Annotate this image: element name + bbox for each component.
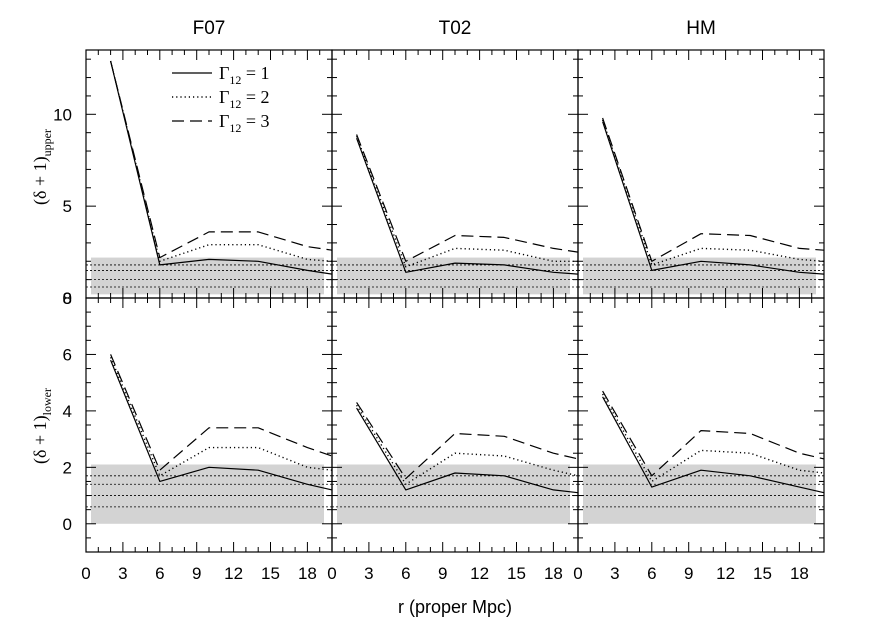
x-tick-label-hm-lower-0: 0 — [573, 564, 582, 583]
series-line-t02-upper-2 — [355, 136, 578, 268]
series-line-hm-lower-3 — [602, 390, 825, 477]
series-line-hm-lower-1 — [602, 396, 825, 494]
y-tick-label-f07-lower-4: 4 — [63, 402, 72, 421]
y-tick-label-f07-lower-0: 0 — [63, 515, 72, 534]
series-line-f07-lower-3 — [110, 354, 333, 471]
x-tick-label-t02-lower-6: 6 — [401, 564, 410, 583]
shaded-band-f07-upper — [91, 257, 324, 295]
series-line-hm-upper-1 — [602, 121, 825, 275]
ylabel-lower-sub: lower — [40, 388, 54, 415]
ylabel-upper-main: (δ + 1) — [30, 156, 51, 205]
y-tick-label-f07-lower-6: 6 — [63, 345, 72, 364]
x-tick-label-hm-lower-6: 6 — [647, 564, 656, 583]
x-tick-label-hm-lower-3: 3 — [610, 564, 619, 583]
series-line-f07-lower-1 — [110, 359, 333, 491]
y-tick-label-f07-upper-0: 0 — [63, 289, 72, 308]
series-line-t02-lower-3 — [356, 402, 579, 480]
y-tick-label-f07-upper-5: 5 — [63, 197, 72, 216]
x-tick-label-t02-lower-12: 12 — [470, 564, 489, 583]
shaded-band-f07-lower — [91, 464, 324, 524]
series-line-f07-lower-2 — [109, 357, 333, 477]
x-tick-label-f07-lower-3: 3 — [118, 564, 127, 583]
series-line-hm-upper-3 — [602, 117, 825, 262]
x-tick-label-t02-lower-3: 3 — [364, 564, 373, 583]
data-lines — [109, 60, 825, 494]
series-line-f07-upper-1 — [110, 60, 333, 275]
x-tick-label-t02-lower-9: 9 — [438, 564, 447, 583]
shaded-band-t02-lower — [337, 464, 570, 524]
shaded-band-hm-upper — [583, 257, 816, 295]
series-line-f07-upper-3 — [110, 60, 333, 259]
y-axis-label-lower: (δ + 1)lower — [30, 388, 54, 464]
y-axis-label-upper: (δ + 1)upper — [30, 129, 54, 205]
x-tick-label-hm-lower-18: 18 — [790, 564, 809, 583]
x-tick-label-f07-lower-9: 9 — [192, 564, 201, 583]
y-tick-label-f07-upper-10: 10 — [53, 105, 72, 124]
series-line-t02-upper-1 — [356, 137, 579, 275]
x-tick-label-f07-lower-15: 15 — [261, 564, 280, 583]
tick-marks — [85, 50, 825, 553]
legend-entry-3: Γ12 = 3 — [219, 111, 270, 135]
x-tick-label-hm-lower-9: 9 — [684, 564, 693, 583]
series-line-t02-lower-1 — [356, 407, 579, 494]
series-line-t02-upper-3 — [356, 134, 579, 262]
shaded-band-hm-lower — [583, 464, 816, 524]
series-line-hm-upper-2 — [601, 119, 825, 266]
y-tick-label-f07-lower-8: 8 — [63, 289, 72, 308]
x-tick-label-f07-lower-6: 6 — [155, 564, 164, 583]
ylabel-upper-sub: upper — [40, 129, 54, 156]
x-tick-label-t02-lower-15: 15 — [507, 564, 526, 583]
x-tick-label-f07-lower-18: 18 — [298, 564, 317, 583]
panel-title-hm: HM — [686, 18, 716, 39]
x-tick-label-t02-lower-18: 18 — [544, 564, 563, 583]
legend-entry-1: Γ12 = 1 — [219, 63, 270, 87]
x-tick-label-hm-lower-12: 12 — [716, 564, 735, 583]
legend-entry-2: Γ12 = 2 — [219, 87, 270, 111]
y-tick-label-f07-lower-2: 2 — [63, 458, 72, 477]
legend: Γ12 = 1 Γ12 = 2 Γ12 = 3 — [172, 63, 270, 135]
panel-title-t02: T02 — [439, 18, 472, 39]
x-axis-label: r (proper Mpc) — [398, 597, 512, 617]
ylabel-lower-main: (δ + 1) — [30, 415, 51, 464]
x-tick-label-hm-lower-15: 15 — [753, 564, 772, 583]
panel-title-f07: F07 — [193, 18, 226, 39]
x-tick-label-t02-lower-0: 0 — [327, 564, 336, 583]
x-tick-label-f07-lower-12: 12 — [224, 564, 243, 583]
shaded-bands — [86, 257, 824, 524]
x-tick-label-f07-lower-0: 0 — [81, 564, 90, 583]
